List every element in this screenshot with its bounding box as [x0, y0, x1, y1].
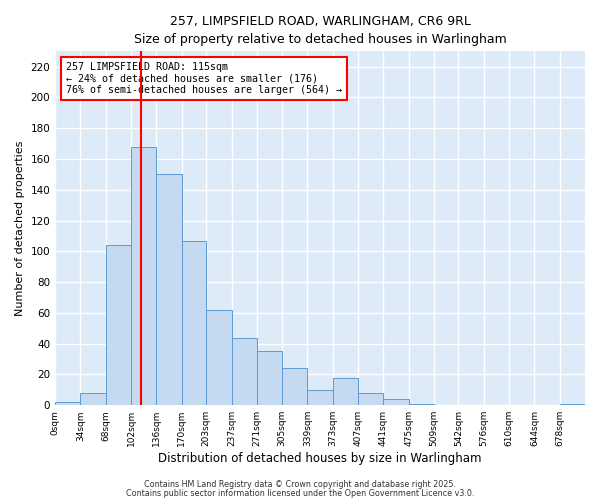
Text: Contains HM Land Registry data © Crown copyright and database right 2025.: Contains HM Land Registry data © Crown c… — [144, 480, 456, 489]
Y-axis label: Number of detached properties: Number of detached properties — [15, 140, 25, 316]
X-axis label: Distribution of detached houses by size in Warlingham: Distribution of detached houses by size … — [158, 452, 482, 465]
Bar — [80, 393, 106, 405]
Text: 257 LIMPSFIELD ROAD: 115sqm
← 24% of detached houses are smaller (176)
76% of se: 257 LIMPSFIELD ROAD: 115sqm ← 24% of det… — [66, 62, 342, 95]
Bar — [282, 368, 307, 405]
Bar — [106, 245, 131, 405]
Bar — [358, 393, 383, 405]
Text: Contains public sector information licensed under the Open Government Licence v3: Contains public sector information licen… — [126, 488, 474, 498]
Bar — [232, 338, 257, 405]
Bar — [409, 404, 434, 405]
Bar — [206, 310, 232, 405]
Bar — [257, 352, 282, 405]
Bar — [307, 390, 333, 405]
Bar — [182, 240, 206, 405]
Bar — [383, 399, 409, 405]
Bar — [157, 174, 182, 405]
Bar — [560, 404, 585, 405]
Bar — [131, 146, 157, 405]
Bar — [55, 402, 80, 405]
Bar — [333, 378, 358, 405]
Title: 257, LIMPSFIELD ROAD, WARLINGHAM, CR6 9RL
Size of property relative to detached : 257, LIMPSFIELD ROAD, WARLINGHAM, CR6 9R… — [134, 15, 506, 46]
